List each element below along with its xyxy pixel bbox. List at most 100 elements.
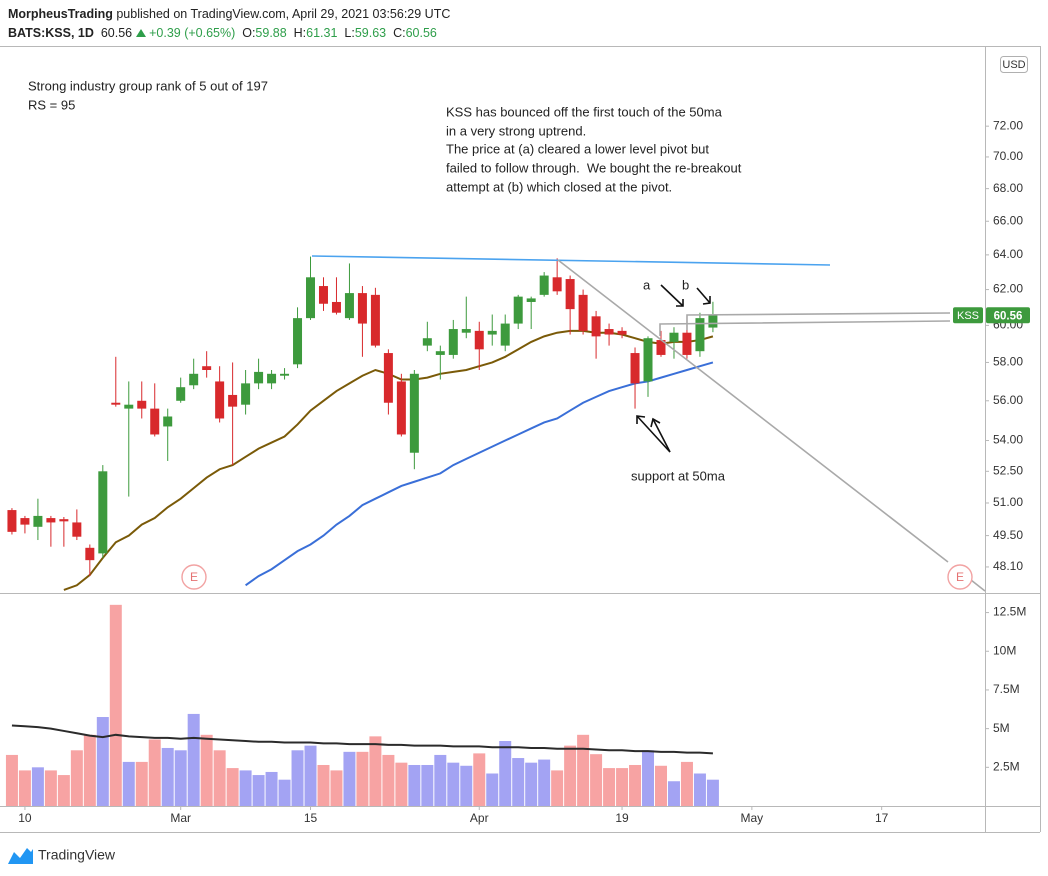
candle-body: [280, 373, 290, 376]
volume-bar: [187, 713, 200, 806]
volume-bar: [603, 768, 616, 806]
symbol: BATS:KSS, 1D: [8, 26, 94, 40]
annotation: in a very strong uptrend.: [446, 123, 586, 138]
volume-bar: [421, 764, 434, 806]
candle-body: [318, 286, 328, 304]
pivot-line: [686, 312, 951, 330]
candle-body: [357, 293, 367, 324]
volume-bar: [642, 750, 655, 806]
ohlc-value: 59.88: [255, 26, 287, 40]
arrow: [636, 284, 711, 453]
candle-body: [565, 279, 575, 310]
symbol-tag-label: KSS: [957, 310, 979, 322]
candle-body: [293, 318, 303, 365]
volume-bar: [304, 745, 317, 806]
annotation: a: [643, 277, 651, 292]
x-tick-label: 15: [304, 811, 318, 825]
trend-line: [970, 579, 986, 592]
volume-bar: [343, 751, 356, 806]
volume-bar: [434, 754, 447, 806]
candle-body: [124, 404, 134, 409]
candle-body: [474, 330, 484, 350]
x-tick-label: Mar: [170, 811, 191, 825]
candle-body: [189, 373, 199, 386]
y-tick-label: 10M: [993, 643, 1016, 657]
published: published on TradingView.com, April 29, …: [116, 7, 451, 21]
y-tick-label: 62.00: [993, 282, 1023, 296]
candle-body: [254, 371, 264, 384]
candle-body: [176, 387, 186, 401]
volume-bar: [693, 773, 706, 806]
y-tick-label: 12.5M: [993, 605, 1026, 619]
volume-bar: [486, 773, 499, 806]
candle-body: [617, 330, 627, 335]
logo-icon: [8, 848, 33, 864]
logo: [8, 848, 33, 864]
annotation: The price at (a) cleared a lower level p…: [446, 141, 709, 156]
volume-bar: [616, 768, 629, 806]
volume-bar: [5, 754, 18, 806]
candle-body: [526, 298, 536, 302]
ohlc-value: 61.31: [306, 26, 338, 40]
volume-bar: [564, 745, 577, 806]
volume-bar: [460, 765, 473, 806]
y-tick-label: 49.50: [993, 528, 1023, 542]
volume-bar: [395, 762, 408, 806]
candle-body: [267, 373, 277, 384]
earnings-marker: [947, 564, 973, 590]
candle-body: [500, 323, 510, 346]
candle-body: [59, 519, 69, 522]
candle-body: [682, 332, 692, 355]
volume-bar: [538, 759, 551, 806]
y-tick-label: 51.00: [993, 495, 1023, 509]
candle-body: [7, 510, 17, 532]
volume-bar: [135, 761, 148, 806]
volume-bar: [96, 717, 109, 806]
y-tick-label: 54.00: [993, 433, 1023, 447]
header-line: BATS:KSS, 1D 60.56 +0.39 (+0.65%) O:59.8…: [8, 24, 450, 43]
candle-body: [669, 332, 679, 342]
volume-bar: [590, 754, 603, 806]
y-tick-label: 2.5M: [993, 759, 1020, 773]
volume-bar: [382, 754, 395, 806]
candle-body: [241, 383, 251, 405]
price-tag: [986, 307, 1030, 324]
y-tick-label: 48.10: [993, 559, 1023, 573]
volume-bar: [109, 604, 122, 806]
y-tick-label: 56.00: [993, 393, 1023, 407]
volume-bar: [239, 770, 252, 806]
up-icon: [135, 29, 146, 37]
volume-bar: [148, 739, 161, 806]
price-tag-label: 60.56: [994, 310, 1023, 322]
volume-bar: [226, 768, 239, 806]
y-tick-label: 7.5M: [993, 682, 1020, 696]
volume-bar: [83, 734, 96, 806]
y-tick-label: 70.00: [993, 149, 1023, 163]
currency: USD: [1002, 59, 1025, 71]
candle-body: [150, 408, 160, 435]
volume-bar: [317, 764, 330, 806]
y-tick-label: 5M: [993, 721, 1010, 735]
volume-bar: [654, 765, 667, 806]
candle-body: [228, 394, 238, 407]
candle-body: [487, 330, 497, 335]
volume-bar: [213, 750, 226, 806]
candle-body: [539, 275, 549, 295]
annotation: attempt at (b) which closed at the pivot…: [446, 179, 672, 194]
candle-body: [215, 381, 225, 419]
currency-box: [1000, 56, 1028, 73]
volume-bar: [499, 741, 512, 806]
candle-body: [33, 515, 43, 527]
volume-bar: [667, 781, 680, 806]
candle-body: [461, 329, 471, 333]
volume-bar: [122, 761, 135, 806]
candle-body: [370, 294, 380, 346]
earnings-label: E: [956, 570, 964, 584]
candle-body: [591, 316, 601, 337]
candle-body: [630, 353, 640, 384]
volume-bar: [44, 770, 57, 806]
author: MorpheusTrading: [8, 7, 113, 21]
ohlc-label: C:: [393, 26, 406, 40]
volume-bar: [369, 736, 382, 806]
